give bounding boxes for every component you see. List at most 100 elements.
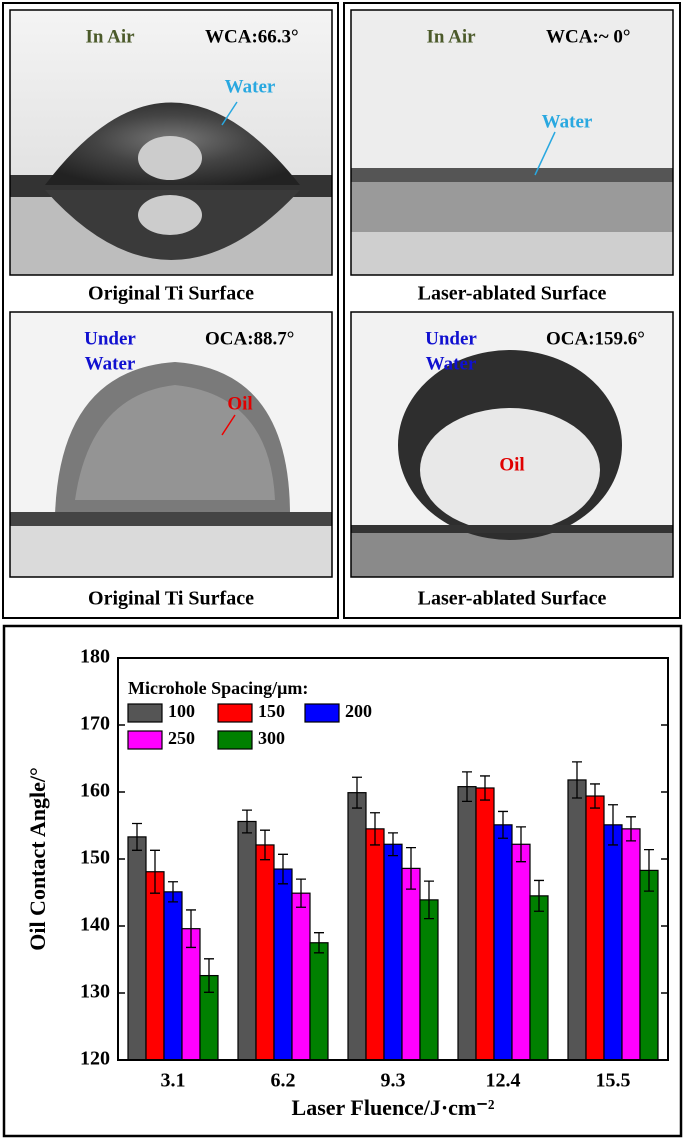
legend-swatch xyxy=(304,703,340,723)
bar xyxy=(621,828,641,1061)
bar xyxy=(309,942,329,1061)
y-tick-label: 180 xyxy=(80,646,110,668)
chart-border xyxy=(2,624,683,1138)
bar xyxy=(639,869,659,1061)
bar xyxy=(475,787,495,1061)
legend-swatch xyxy=(127,730,163,750)
angle-label: WCA:66.3° xyxy=(205,26,299,47)
error-bar xyxy=(462,771,472,803)
legend-label: 300 xyxy=(258,728,285,748)
y-tick-label: 140 xyxy=(80,914,110,936)
photo xyxy=(351,10,673,275)
legend-label: 200 xyxy=(345,701,372,721)
error-bar xyxy=(480,775,490,801)
error-bar xyxy=(644,848,654,892)
bar xyxy=(511,843,531,1061)
x-tick-label: 12.4 xyxy=(486,1070,521,1092)
condition-label: Under xyxy=(84,328,136,349)
angle-label: WCA:~ 0° xyxy=(546,26,631,47)
photo xyxy=(351,312,673,577)
bar xyxy=(291,892,311,1061)
caption: Laser-ablated Surface xyxy=(418,588,607,610)
legend-label: 150 xyxy=(258,701,285,721)
error-bar xyxy=(406,846,416,890)
error-bar xyxy=(260,829,270,861)
pointer xyxy=(221,101,238,126)
pointer xyxy=(534,131,556,176)
x-tick-label: 6.2 xyxy=(271,1070,296,1092)
legend-swatch xyxy=(217,730,253,750)
legend-title: Microhole Spacing/μm: xyxy=(128,678,308,698)
photo-panels xyxy=(2,2,681,619)
error-bar xyxy=(516,826,526,863)
bar xyxy=(493,824,513,1061)
panel-border xyxy=(343,2,681,619)
bar xyxy=(401,867,421,1061)
bar xyxy=(237,820,257,1061)
error-bar xyxy=(132,822,142,851)
bar xyxy=(365,828,385,1061)
error-bar xyxy=(296,878,306,908)
bar xyxy=(567,779,587,1061)
pointer xyxy=(221,414,236,436)
x-tick-label: 9.3 xyxy=(381,1070,406,1092)
error-bar xyxy=(608,804,618,846)
error-bar xyxy=(388,832,398,857)
photo xyxy=(10,10,332,275)
liquid-label: Water xyxy=(225,76,276,97)
x-tick-label: 3.1 xyxy=(161,1070,186,1092)
condition-label: In Air xyxy=(85,26,135,47)
error-bar xyxy=(424,880,434,920)
error-bar xyxy=(168,881,178,903)
error-bar xyxy=(204,958,214,993)
bar xyxy=(347,792,367,1061)
y-tick-label: 130 xyxy=(80,981,110,1003)
error-bar xyxy=(534,879,544,912)
error-bar xyxy=(352,776,362,809)
legend-swatch xyxy=(127,703,163,723)
bar xyxy=(181,928,201,1061)
bar xyxy=(457,786,477,1061)
error-bar xyxy=(186,909,196,949)
error-bar xyxy=(370,812,380,846)
error-bar xyxy=(498,810,508,839)
caption: Original Ti Surface xyxy=(88,283,254,305)
caption: Original Ti Surface xyxy=(88,588,254,610)
plot-frame xyxy=(117,657,669,1061)
y-axis-label: Oil Contact Angle/° xyxy=(25,767,50,951)
x-tick-label: 15.5 xyxy=(596,1070,631,1092)
condition-label: Under xyxy=(425,328,477,349)
bar xyxy=(273,868,293,1061)
y-tick-label: 170 xyxy=(80,713,110,735)
bar xyxy=(529,895,549,1061)
error-bar xyxy=(242,809,252,834)
condition-label: In Air xyxy=(426,26,476,47)
bar xyxy=(383,843,403,1061)
error-bar xyxy=(590,783,600,809)
bar xyxy=(585,795,605,1061)
legend-swatch xyxy=(217,703,253,723)
error-bar xyxy=(572,761,582,799)
caption: Laser-ablated Surface xyxy=(418,283,607,305)
error-bar xyxy=(314,932,324,954)
photo-frames xyxy=(9,9,674,578)
bar xyxy=(127,836,147,1061)
liquid-label: Oil xyxy=(227,393,252,414)
angle-label: OCA:88.7° xyxy=(205,328,294,349)
y-tick-label: 160 xyxy=(80,780,110,802)
angle-label: OCA:159.6° xyxy=(546,328,645,349)
condition-label: Water xyxy=(426,353,477,374)
condition-label: Water xyxy=(85,353,136,374)
liquid-label: Oil xyxy=(499,454,524,475)
bar xyxy=(163,891,183,1061)
legend-label: 100 xyxy=(168,701,195,721)
y-tick-label: 120 xyxy=(80,1048,110,1070)
error-bar xyxy=(150,849,160,894)
y-tick-label: 150 xyxy=(80,847,110,869)
legend-label: 250 xyxy=(168,728,195,748)
liquid-label: Water xyxy=(542,111,593,132)
photo xyxy=(10,312,332,577)
error-bar xyxy=(626,816,636,842)
